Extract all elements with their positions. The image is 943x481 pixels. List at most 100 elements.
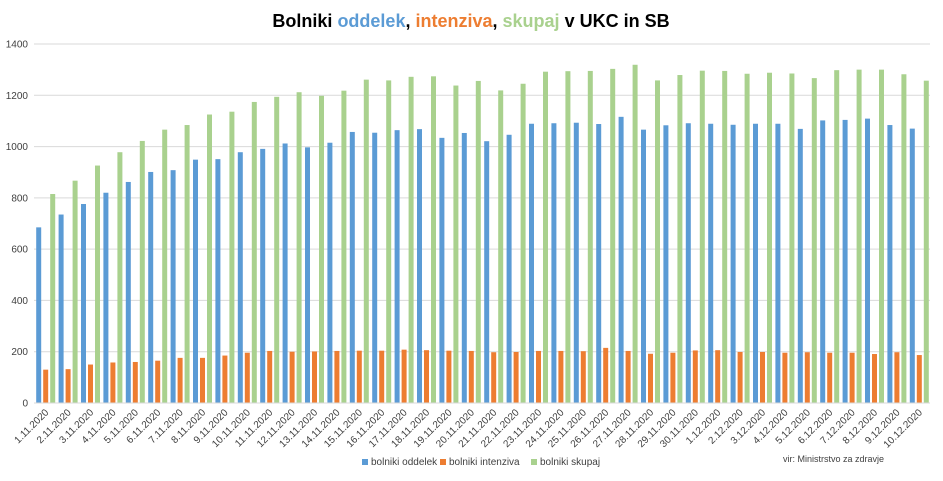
bar-bolniki-intenziva [872,354,877,403]
bar-bolniki-intenziva [580,351,586,403]
bar-bolniki-intenziva [356,350,362,403]
bar-bolniki-oddelek [237,152,243,403]
bar-bolniki-skupaj [386,80,392,403]
bar-bolniki-intenziva [916,355,922,403]
bar-bolniki-intenziva [379,350,385,403]
y-tick-label: 800 [11,193,28,204]
bar-bolniki-intenziva [513,351,519,403]
bar-bolniki-skupaj [767,72,772,403]
bar-bolniki-oddelek [573,122,579,403]
bar-bolniki-skupaj [565,71,571,404]
bar-bolniki-oddelek [685,123,691,404]
bar-bolniki-intenziva [88,364,93,403]
bar-bolniki-oddelek [193,159,198,403]
bar-bolniki-oddelek [81,204,86,403]
bar-bolniki-intenziva [558,350,564,403]
bar-bolniki-oddelek [529,123,534,403]
bar-bolniki-oddelek [394,130,400,403]
bar-bolniki-skupaj [856,69,862,403]
bar-bolniki-intenziva [804,352,810,403]
bar-bolniki-skupaj [117,152,123,403]
bar-bolniki-intenziva [43,369,49,403]
chart-title-intenziva: intenziva [415,11,493,31]
bar-bolniki-intenziva [849,352,855,403]
bar-bolniki-skupaj [408,76,414,403]
bar-bolniki-oddelek [36,227,42,403]
source-note: vir: Ministrstvo za zdravje [783,454,884,464]
bar-bolniki-intenziva [827,352,833,403]
bar-bolniki-intenziva [536,350,541,403]
y-tick-label: 1000 [6,142,29,153]
bar-bolniki-intenziva [446,350,452,403]
bar-bolniki-intenziva [155,360,161,403]
bar-bolniki-oddelek [887,125,893,403]
y-tick-label: 0 [22,399,28,410]
bar-bolniki-intenziva [648,353,653,403]
bar-bolniki-skupaj [699,70,705,404]
y-tick-label: 600 [11,245,28,256]
legend-swatch [531,459,537,465]
bar-bolniki-skupaj [811,78,817,404]
bar-bolniki-intenziva [625,350,631,403]
bar-bolniki-oddelek [506,134,512,403]
chart-title-prefix: Bolniki [272,11,337,31]
y-tick-label: 200 [11,347,28,358]
bar-bolniki-skupaj [431,76,436,403]
bar-bolniki-skupaj [520,83,526,403]
bar-bolniki-intenziva [110,362,116,403]
bar-bolniki-skupaj [744,73,750,403]
bar-bolniki-intenziva [491,352,497,403]
bar-bolniki-intenziva [132,361,138,403]
legend-label: bolniki skupaj [540,457,600,468]
bar-bolniki-skupaj [610,68,616,404]
bar-bolniki-oddelek [663,125,669,403]
bar-bolniki-skupaj [923,80,929,404]
bar-bolniki-intenziva [468,350,474,403]
y-axis: 0 200 400 600 800 1000 1200 1400 [6,40,29,410]
bar-bolniki-oddelek [417,129,422,403]
chart-title-skupaj: skupaj [503,11,560,31]
bar-bolniki-skupaj [319,95,324,404]
bar-bolniki-oddelek [305,147,310,403]
bar-bolniki-oddelek [461,132,467,404]
bar-bolniki-oddelek [775,123,781,403]
bar-bolniki-intenziva [244,352,250,403]
bar-bolniki-skupaj [341,90,347,404]
bar-bolniki-skupaj [363,79,369,403]
bar-bolniki-skupaj [901,74,907,403]
y-tick-label: 1400 [6,40,29,51]
legend-swatch [440,459,446,465]
bar-bolniki-skupaj [655,80,660,403]
bar-bolniki-skupaj [229,111,235,403]
y-tick-label: 1200 [6,91,29,102]
bar-bolniki-oddelek [641,129,646,403]
bar-bolniki-oddelek [551,123,557,404]
bar-bolniki-skupaj [632,64,638,404]
bar-bolniki-oddelek [865,118,870,404]
bar-bolniki-skupaj [207,114,212,404]
bar-bolniki-skupaj [72,180,78,403]
bar-bolniki-intenziva [760,351,765,403]
bar-bolniki-oddelek [148,171,154,403]
bar-bolniki-intenziva [267,350,273,403]
bar-bolniki-oddelek [327,142,333,404]
bar-bolniki-oddelek [349,131,355,403]
legend: bolniki oddelek bolniki intenziva bolniki … [362,457,600,468]
bar-bolniki-skupaj [139,140,145,403]
legend-label: bolniki oddelek [371,457,438,468]
bar-bolniki-skupaj [95,165,100,403]
bars [36,64,929,404]
chart-title-sep1: , [405,11,415,31]
bar-bolniki-intenziva [603,347,609,403]
bar-bolniki-oddelek [282,143,288,404]
bar-bolniki-skupaj [475,80,481,404]
y-tick-label: 400 [11,296,28,307]
bar-bolniki-intenziva [312,351,317,403]
bar-bolniki-oddelek [618,116,624,403]
gridlines [34,43,930,404]
bar-bolniki-skupaj [162,129,168,403]
chart-title-sep2: , [493,11,503,31]
bar-bolniki-intenziva [894,352,900,403]
bar-bolniki-oddelek [842,119,848,404]
